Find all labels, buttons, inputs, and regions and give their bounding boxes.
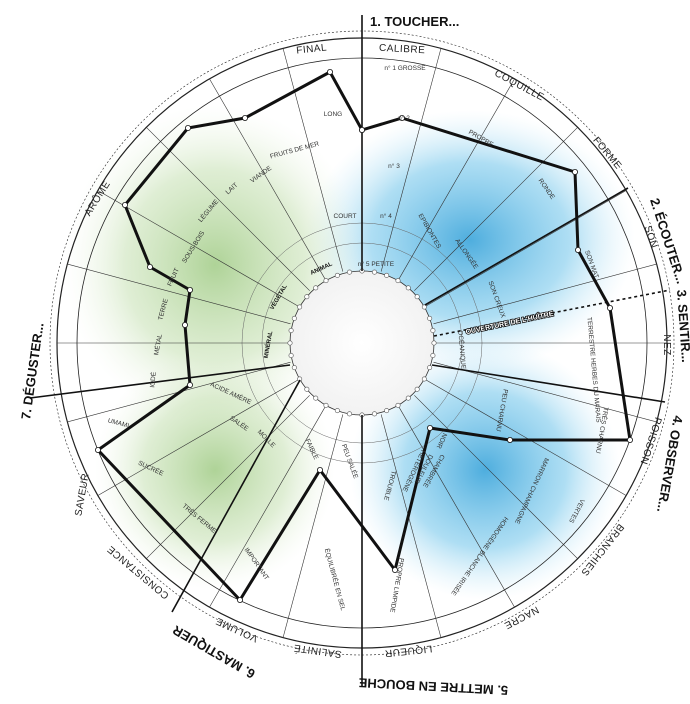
divider-line [282, 414, 344, 638]
center-dot [421, 304, 427, 310]
center-dot [372, 269, 378, 275]
center-dot [313, 285, 319, 291]
profile-point [186, 286, 193, 293]
profile-point [426, 424, 433, 431]
center-dot [288, 327, 294, 333]
divider-line [433, 361, 657, 423]
cell-n3: n° 3 [388, 162, 400, 170]
center-dots [287, 268, 437, 418]
step-mettre-en-bouche: 5. METTRE EN BOUCHE [358, 675, 508, 698]
divider-line [425, 190, 627, 307]
center-dot [334, 408, 340, 414]
center-dot [421, 376, 427, 382]
divider-line [425, 379, 627, 496]
divider-line [282, 48, 344, 272]
divider-line [414, 395, 578, 559]
profile-point [358, 127, 365, 134]
profile-point [627, 436, 634, 443]
center-dot [395, 278, 401, 284]
divider-line [97, 379, 299, 496]
center-dot [346, 411, 352, 417]
ring-liqueur: LIQUEUR [384, 643, 433, 659]
cell-n4: n° 4 [380, 212, 392, 220]
center-dot [291, 365, 297, 371]
step-dividers [29, 15, 666, 686]
center-dot [431, 340, 437, 346]
cell-n1: n° 1 GROSSE [384, 64, 426, 72]
ring-poisson: POISSON [638, 416, 664, 466]
center-dot [430, 353, 436, 359]
divider-line [398, 406, 515, 608]
cell-n2: n° 2 [398, 114, 410, 122]
divider-line [209, 406, 326, 608]
ring-final: FINAL [296, 42, 328, 56]
profile-point [572, 168, 579, 175]
step-deguster: 7. DÉGUSTER... [18, 322, 46, 421]
divider-line [398, 78, 515, 280]
profile-point [391, 567, 398, 574]
profile-points [95, 69, 634, 604]
ring-nez: NEZ [661, 334, 672, 356]
cell-n5: n° 5 PETITE [358, 260, 395, 268]
center-dot [346, 269, 352, 275]
center-dot [287, 340, 293, 346]
center-dot [323, 278, 329, 284]
divider-line [67, 263, 291, 325]
profile-point [184, 125, 191, 132]
profile-point [146, 263, 153, 270]
center-dot [323, 402, 329, 408]
profile-point [575, 246, 582, 253]
center-dot [427, 365, 433, 371]
divider-line [209, 78, 326, 280]
divider-line [146, 127, 310, 291]
divider-line [414, 127, 578, 291]
center-dot [313, 395, 319, 401]
profile-point [181, 321, 188, 328]
ring-nacre: NACRE [502, 604, 540, 631]
profile-point [236, 597, 243, 604]
profile-point [506, 436, 513, 443]
nez-divider [433, 289, 671, 337]
wheel-center [289, 270, 435, 416]
cell-court: COURT [334, 213, 357, 220]
cell-long: LONG [324, 111, 342, 118]
center-dot [384, 408, 390, 414]
ring-calibre: CALIBRE [379, 43, 426, 56]
center-dot [334, 272, 340, 278]
profile-point [607, 304, 614, 311]
profile-point [326, 69, 333, 76]
divider-line [380, 48, 442, 272]
center-dot [291, 315, 297, 321]
center-dot [414, 386, 420, 392]
center-dot [288, 353, 294, 359]
center-dot [414, 294, 420, 300]
divider-line [433, 263, 657, 325]
step-toucher: 1. TOUCHER... [370, 14, 459, 29]
center-dot [395, 402, 401, 408]
profile-point [95, 446, 102, 453]
center-dot [405, 285, 411, 291]
ring-coquille: COQUILLE [492, 68, 545, 103]
profile-point [316, 466, 323, 473]
center-dot [430, 327, 436, 333]
cell-iode: IODÉ [147, 371, 157, 388]
center-dot [304, 386, 310, 392]
profile-point [398, 115, 405, 122]
center-dot [372, 411, 378, 417]
step-sentir: 3. SENTIR... [674, 289, 690, 363]
divider-line [380, 414, 442, 638]
center-dot [304, 294, 310, 300]
center-dot [297, 304, 303, 310]
divider-line [97, 190, 299, 307]
profile-point [186, 381, 193, 388]
center-dot [384, 272, 390, 278]
center-dot [427, 315, 433, 321]
ring-volume: VOLUME [214, 615, 260, 644]
profile-point [122, 201, 129, 208]
profile-point [241, 115, 248, 122]
center-dot [405, 395, 411, 401]
cell-equilibree: ÉQUILIBRÉE EN SEL [323, 547, 348, 611]
